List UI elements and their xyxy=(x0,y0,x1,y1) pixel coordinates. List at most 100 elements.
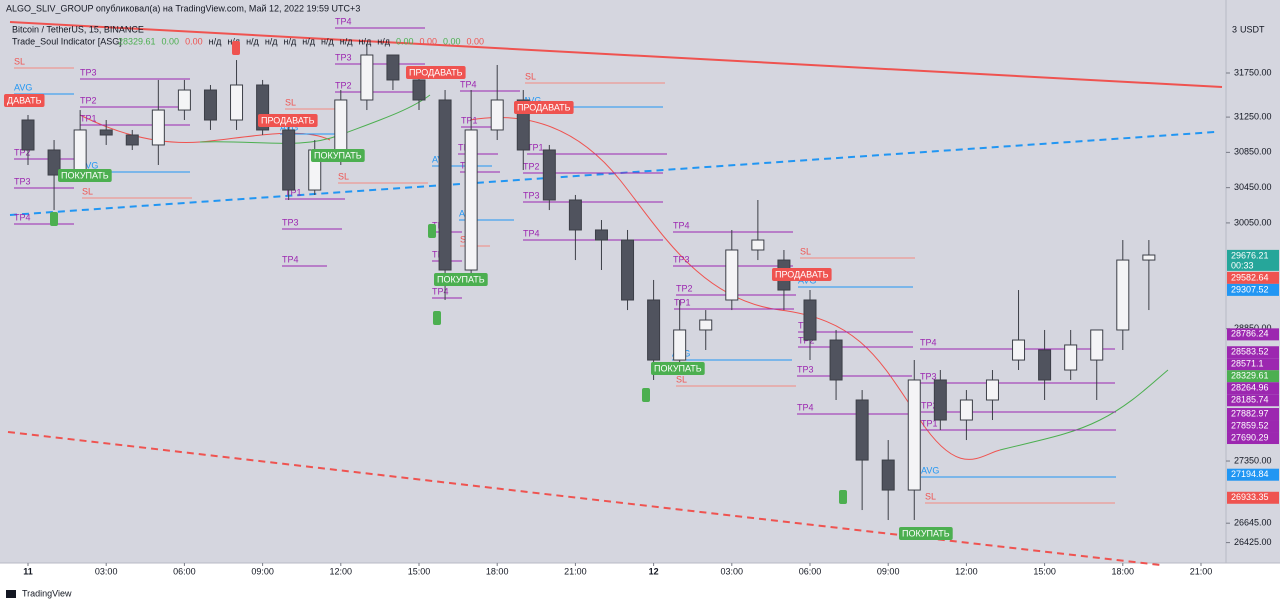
currency: USDT xyxy=(1240,24,1265,34)
price-badge-label: 27859.52 xyxy=(1231,420,1269,430)
candle-body xyxy=(647,299,661,361)
signal-label: ПРОДАВАТЬ xyxy=(261,115,315,125)
level-label: SL xyxy=(82,186,93,196)
price-badge-label: 28264.96 xyxy=(1231,383,1269,393)
countdown: 00:33 xyxy=(1231,260,1254,270)
price-badge xyxy=(1227,394,1279,407)
price-badge-label: 28583.52 xyxy=(1231,347,1269,357)
signal: ПРОДАВАТЬ xyxy=(406,66,466,79)
x-tick-label: 18:00 xyxy=(1112,566,1135,576)
level-label: SL xyxy=(338,171,349,181)
y-tick-label: 30850.00 xyxy=(1234,147,1272,157)
indicator-value: н/д xyxy=(265,36,278,46)
candle-body xyxy=(1116,259,1130,331)
y-tick-label: 26645.00 xyxy=(1234,518,1272,528)
price-badge-label: 26933.35 xyxy=(1231,492,1269,502)
signal-label: ПРОДАВАТЬ xyxy=(409,67,463,77)
level-label: TP4 xyxy=(14,212,31,222)
x-tick-label: 09:00 xyxy=(251,566,274,576)
x-tick-label: 03:00 xyxy=(721,566,744,576)
price-badge xyxy=(1227,358,1279,371)
candle-body xyxy=(1142,254,1156,261)
indicator-value: 28329.61 xyxy=(118,36,156,46)
candle-body xyxy=(99,129,113,136)
level-label: TP4 xyxy=(673,220,690,230)
level-label: TP2 xyxy=(523,161,540,171)
price-badge xyxy=(1227,420,1279,433)
level-label: TP1 xyxy=(461,115,478,125)
level-label: TP3 xyxy=(920,371,937,381)
candle-body xyxy=(334,99,348,151)
x-tick-label: 12 xyxy=(649,566,659,576)
level-label: TP2 xyxy=(676,283,693,293)
price-badge-label: 28329.61 xyxy=(1231,371,1269,381)
logo xyxy=(6,590,16,598)
y-tick-label: 26425.00 xyxy=(1234,537,1272,547)
level-label: TP3 xyxy=(80,67,97,77)
candle-body xyxy=(464,129,478,271)
candle-body xyxy=(907,379,921,491)
level-label: TP1 xyxy=(80,113,97,123)
indicator-value: н/д xyxy=(246,36,259,46)
candle-body xyxy=(177,89,191,111)
price-badge-label: 28571.1 xyxy=(1231,359,1264,369)
signal: ПОКУПАТЬ xyxy=(58,169,112,182)
indicator-value: н/д xyxy=(377,36,390,46)
candle-body xyxy=(203,89,217,121)
candle-body xyxy=(568,199,582,231)
footer: TradingView xyxy=(6,588,72,598)
price-badge-label: 28786.24 xyxy=(1231,329,1269,339)
price-badge-label: 29582.64 xyxy=(1231,272,1269,282)
publisher: ALGO_SLIV_GROUP опубликовал(а) на Tradin… xyxy=(6,3,360,13)
signal: ПОКУПАТЬ xyxy=(899,527,953,540)
candle-body xyxy=(933,379,947,421)
signal-label: ПОКУПАТЬ xyxy=(61,170,109,180)
signal: ПРОДАВАТЬ xyxy=(258,114,318,127)
signal-marker xyxy=(50,212,58,226)
level-label: TP3 xyxy=(673,254,690,264)
candles xyxy=(21,44,1156,521)
price-badge-label: 27194.84 xyxy=(1231,469,1269,479)
y-tick-label: 28850.00 xyxy=(1234,323,1272,333)
level-label: TP4 xyxy=(523,228,540,238)
signal-label: ПОКУПАТЬ xyxy=(314,150,362,160)
indicator-value: 0.00 xyxy=(467,36,485,46)
price-badge xyxy=(1227,346,1279,359)
signal-label: ПОКУПАТЬ xyxy=(437,274,485,284)
x-tick-label: 06:00 xyxy=(173,566,196,576)
level-label: SL xyxy=(285,97,296,107)
level-label: TP2 xyxy=(80,95,97,105)
candle-body xyxy=(360,54,374,101)
level-label: TP3 xyxy=(523,190,540,200)
x-tick-label: 03:00 xyxy=(95,566,118,576)
candle-body xyxy=(829,339,843,381)
level-label: AVG xyxy=(280,122,298,132)
x-tick-label: 06:00 xyxy=(799,566,822,576)
moving-average xyxy=(999,369,1169,451)
candle-body xyxy=(386,54,400,81)
signal: ПОКУПАТЬ xyxy=(651,362,705,375)
price-badge xyxy=(1227,491,1279,504)
symbol: Bitcoin / TetherUS, 15, BINANCE xyxy=(12,24,144,34)
candle-body xyxy=(1064,344,1078,371)
price-badge xyxy=(1227,468,1279,481)
candle-body xyxy=(855,399,869,461)
level-label: TP4 xyxy=(920,337,937,347)
signal-box xyxy=(651,362,705,375)
candle-body xyxy=(412,79,426,101)
level-label: TP1 xyxy=(674,297,691,307)
signal: ПРОДАВАТЬ xyxy=(514,101,574,114)
signal-box xyxy=(434,273,488,286)
signal-marker xyxy=(433,311,441,325)
level-label: AVG xyxy=(14,82,32,92)
signal-label: ПОКУПАТЬ xyxy=(654,363,702,373)
indicator: Trade_Soul Indicator [ASG] xyxy=(12,36,122,46)
level-label: SL xyxy=(14,56,25,66)
x-tick-label: 11 xyxy=(23,566,33,576)
price-badge-label: 29307.52 xyxy=(1231,284,1269,294)
indicator-value: 0.00 xyxy=(185,36,203,46)
candle-body xyxy=(73,129,87,176)
level-label: SL xyxy=(676,374,687,384)
candle-body xyxy=(47,149,61,176)
